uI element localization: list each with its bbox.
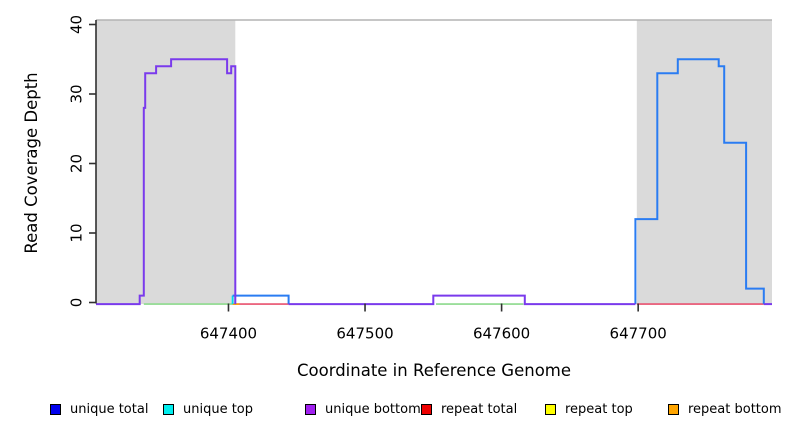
x-tick-label: 647400 (200, 325, 257, 343)
y-tick-label: 10 (67, 223, 85, 242)
y-tick-label: 0 (67, 298, 85, 308)
legend-item-unique-top: unique top (163, 398, 253, 420)
legend-swatch-unique-top (163, 403, 174, 415)
legend-item-repeat-total: repeat total (421, 398, 517, 420)
legend-item-repeat-top: repeat top (545, 398, 633, 420)
series-unique-bottom (288, 294, 636, 306)
axes-layer: 0 10 20 30 40 647400 647500 647600 647700 (67, 15, 667, 343)
right-repeat-region (636, 20, 772, 304)
series-layer (96, 58, 772, 306)
y-tick-label: 40 (67, 15, 85, 34)
legend-label: unique total (70, 401, 149, 417)
legend-label: unique top (183, 401, 254, 417)
y-tick-label: 30 (67, 84, 85, 103)
legend-swatch-unique-total (50, 403, 61, 415)
x-tick-label: 647600 (473, 325, 530, 343)
left-repeat-region (96, 20, 236, 304)
x-tick-label: 647700 (610, 325, 667, 343)
legend-label: repeat top (565, 401, 633, 417)
x-axis-title: Coordinate in Reference Genome (297, 361, 571, 380)
legend-swatch-unique-bottom (305, 403, 316, 415)
series-unique-total (232, 294, 290, 305)
legend-swatch-repeat-bottom (668, 403, 679, 415)
chart-legend: unique total unique top unique bottom repea… (0, 398, 792, 422)
y-axis-title: Read Coverage Depth (22, 72, 41, 253)
legend-swatch-repeat-total (421, 403, 432, 415)
legend-label: unique bottom (325, 401, 421, 417)
legend-item-unique-total: unique total (50, 398, 148, 420)
series-unique-bottom (96, 58, 237, 306)
chart-canvas: 0 10 20 30 40 647400 647500 647600 647700 Coordi… (22, 15, 772, 380)
legend-item-repeat-bottom: repeat bottom (668, 398, 782, 420)
legend-swatch-repeat-top (545, 403, 556, 415)
coverage-plot: 0 10 20 30 40 647400 647500 647600 647700 Coordi… (22, 15, 772, 380)
y-tick-label: 20 (67, 154, 85, 173)
x-tick-label: 647500 (336, 325, 393, 343)
shaded-regions-layer (96, 19, 772, 304)
series-unique-total (634, 58, 765, 305)
legend-label: repeat total (441, 401, 518, 417)
legend-item-unique-bottom: unique bottom (305, 398, 421, 420)
legend-label: repeat bottom (688, 401, 782, 417)
